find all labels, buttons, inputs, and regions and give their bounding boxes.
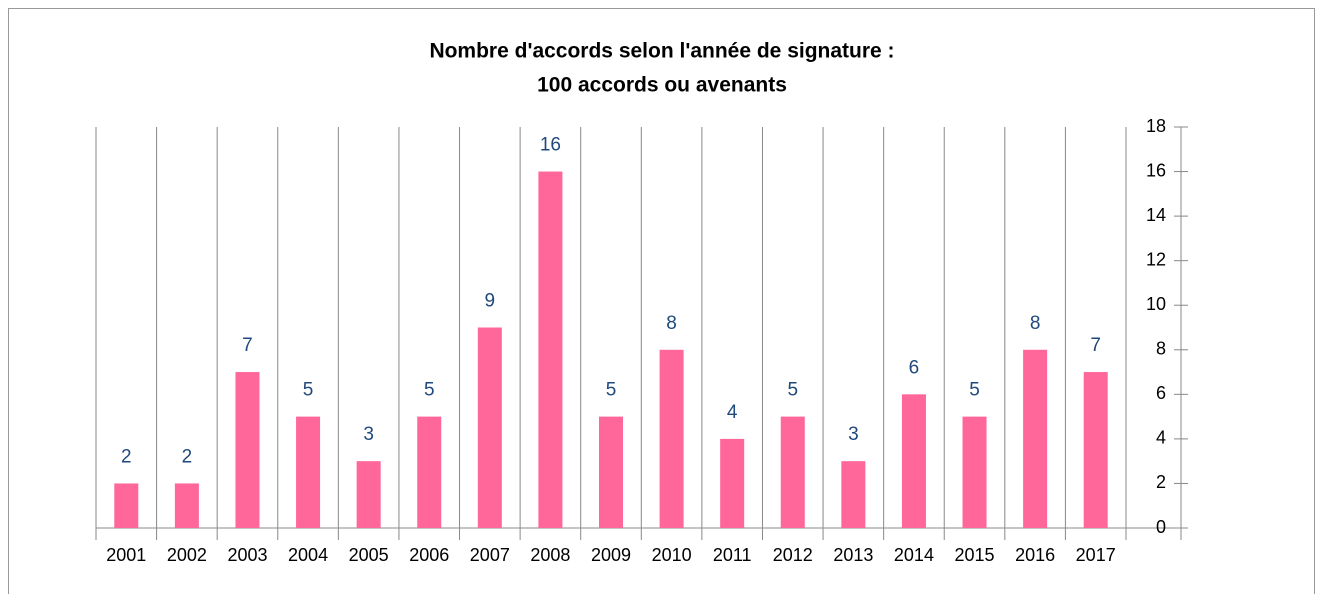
x-tick-label: 2015: [955, 545, 995, 565]
bar: [659, 349, 684, 528]
bar: [1083, 372, 1108, 528]
bar: [417, 416, 442, 528]
value-label: 3: [848, 424, 859, 445]
value-label: 5: [969, 380, 980, 401]
bar: [114, 483, 139, 528]
y-tick-label: 12: [1146, 249, 1166, 269]
bar: [780, 416, 805, 528]
y-tick-label: 6: [1156, 383, 1166, 403]
x-tick-label: 2013: [833, 545, 873, 565]
x-tick-label: 2012: [773, 545, 813, 565]
bar: [1023, 349, 1048, 528]
value-label: 8: [666, 313, 677, 334]
value-label: 5: [787, 380, 798, 401]
value-label: 2: [121, 446, 132, 467]
x-tick-label: 2002: [167, 545, 207, 565]
y-tick-label: 18: [1146, 116, 1166, 136]
value-label: 7: [1090, 335, 1101, 356]
bar: [356, 461, 381, 528]
y-tick-label: 8: [1156, 339, 1166, 359]
chart-subtitle: 100 accords ou avenants: [537, 74, 787, 97]
value-label: 7: [242, 335, 253, 356]
x-tick-label: 2005: [349, 545, 389, 565]
x-tick-label: 2014: [894, 545, 934, 565]
bar: [477, 327, 502, 528]
y-tick-label: 14: [1146, 205, 1166, 225]
x-tick-label: 2017: [1076, 545, 1116, 565]
bar: [841, 461, 866, 528]
bar: [174, 483, 199, 528]
value-label: 3: [363, 424, 374, 445]
bar: [901, 394, 926, 528]
x-tick-label: 2016: [1015, 545, 1055, 565]
bar: [538, 171, 563, 529]
bar: [962, 416, 987, 528]
chart-title: Nombre d'accords selon l'année de signat…: [429, 40, 894, 63]
value-label: 8: [1030, 313, 1041, 334]
value-label: 5: [606, 380, 617, 401]
y-tick-label: 2: [1156, 472, 1166, 492]
x-tick-label: 2003: [227, 545, 267, 565]
x-tick-label: 2009: [591, 545, 631, 565]
bar: [235, 372, 260, 528]
bar: [720, 438, 745, 528]
y-tick-label: 4: [1156, 428, 1166, 448]
x-tick-label: 2001: [106, 545, 146, 565]
y-tick-label: 10: [1146, 294, 1166, 314]
value-label: 6: [909, 357, 920, 378]
chart-border: [8, 8, 1315, 594]
x-tick-label: 2010: [652, 545, 692, 565]
bar: [599, 416, 623, 528]
y-tick-label: 16: [1146, 160, 1166, 180]
value-label: 16: [540, 135, 561, 156]
x-tick-label: 2011: [713, 545, 752, 565]
x-tick-label: 2007: [470, 545, 510, 565]
bar: [296, 416, 321, 528]
value-label: 2: [182, 446, 193, 467]
x-tick-label: 2006: [409, 545, 449, 565]
value-label: 5: [303, 380, 314, 401]
x-tick-label: 2004: [288, 545, 328, 565]
y-tick-label: 0: [1156, 517, 1166, 537]
x-tick-label: 2008: [530, 545, 570, 565]
value-label: 9: [485, 291, 496, 312]
value-label: 5: [424, 380, 435, 401]
value-label: 4: [727, 402, 738, 423]
